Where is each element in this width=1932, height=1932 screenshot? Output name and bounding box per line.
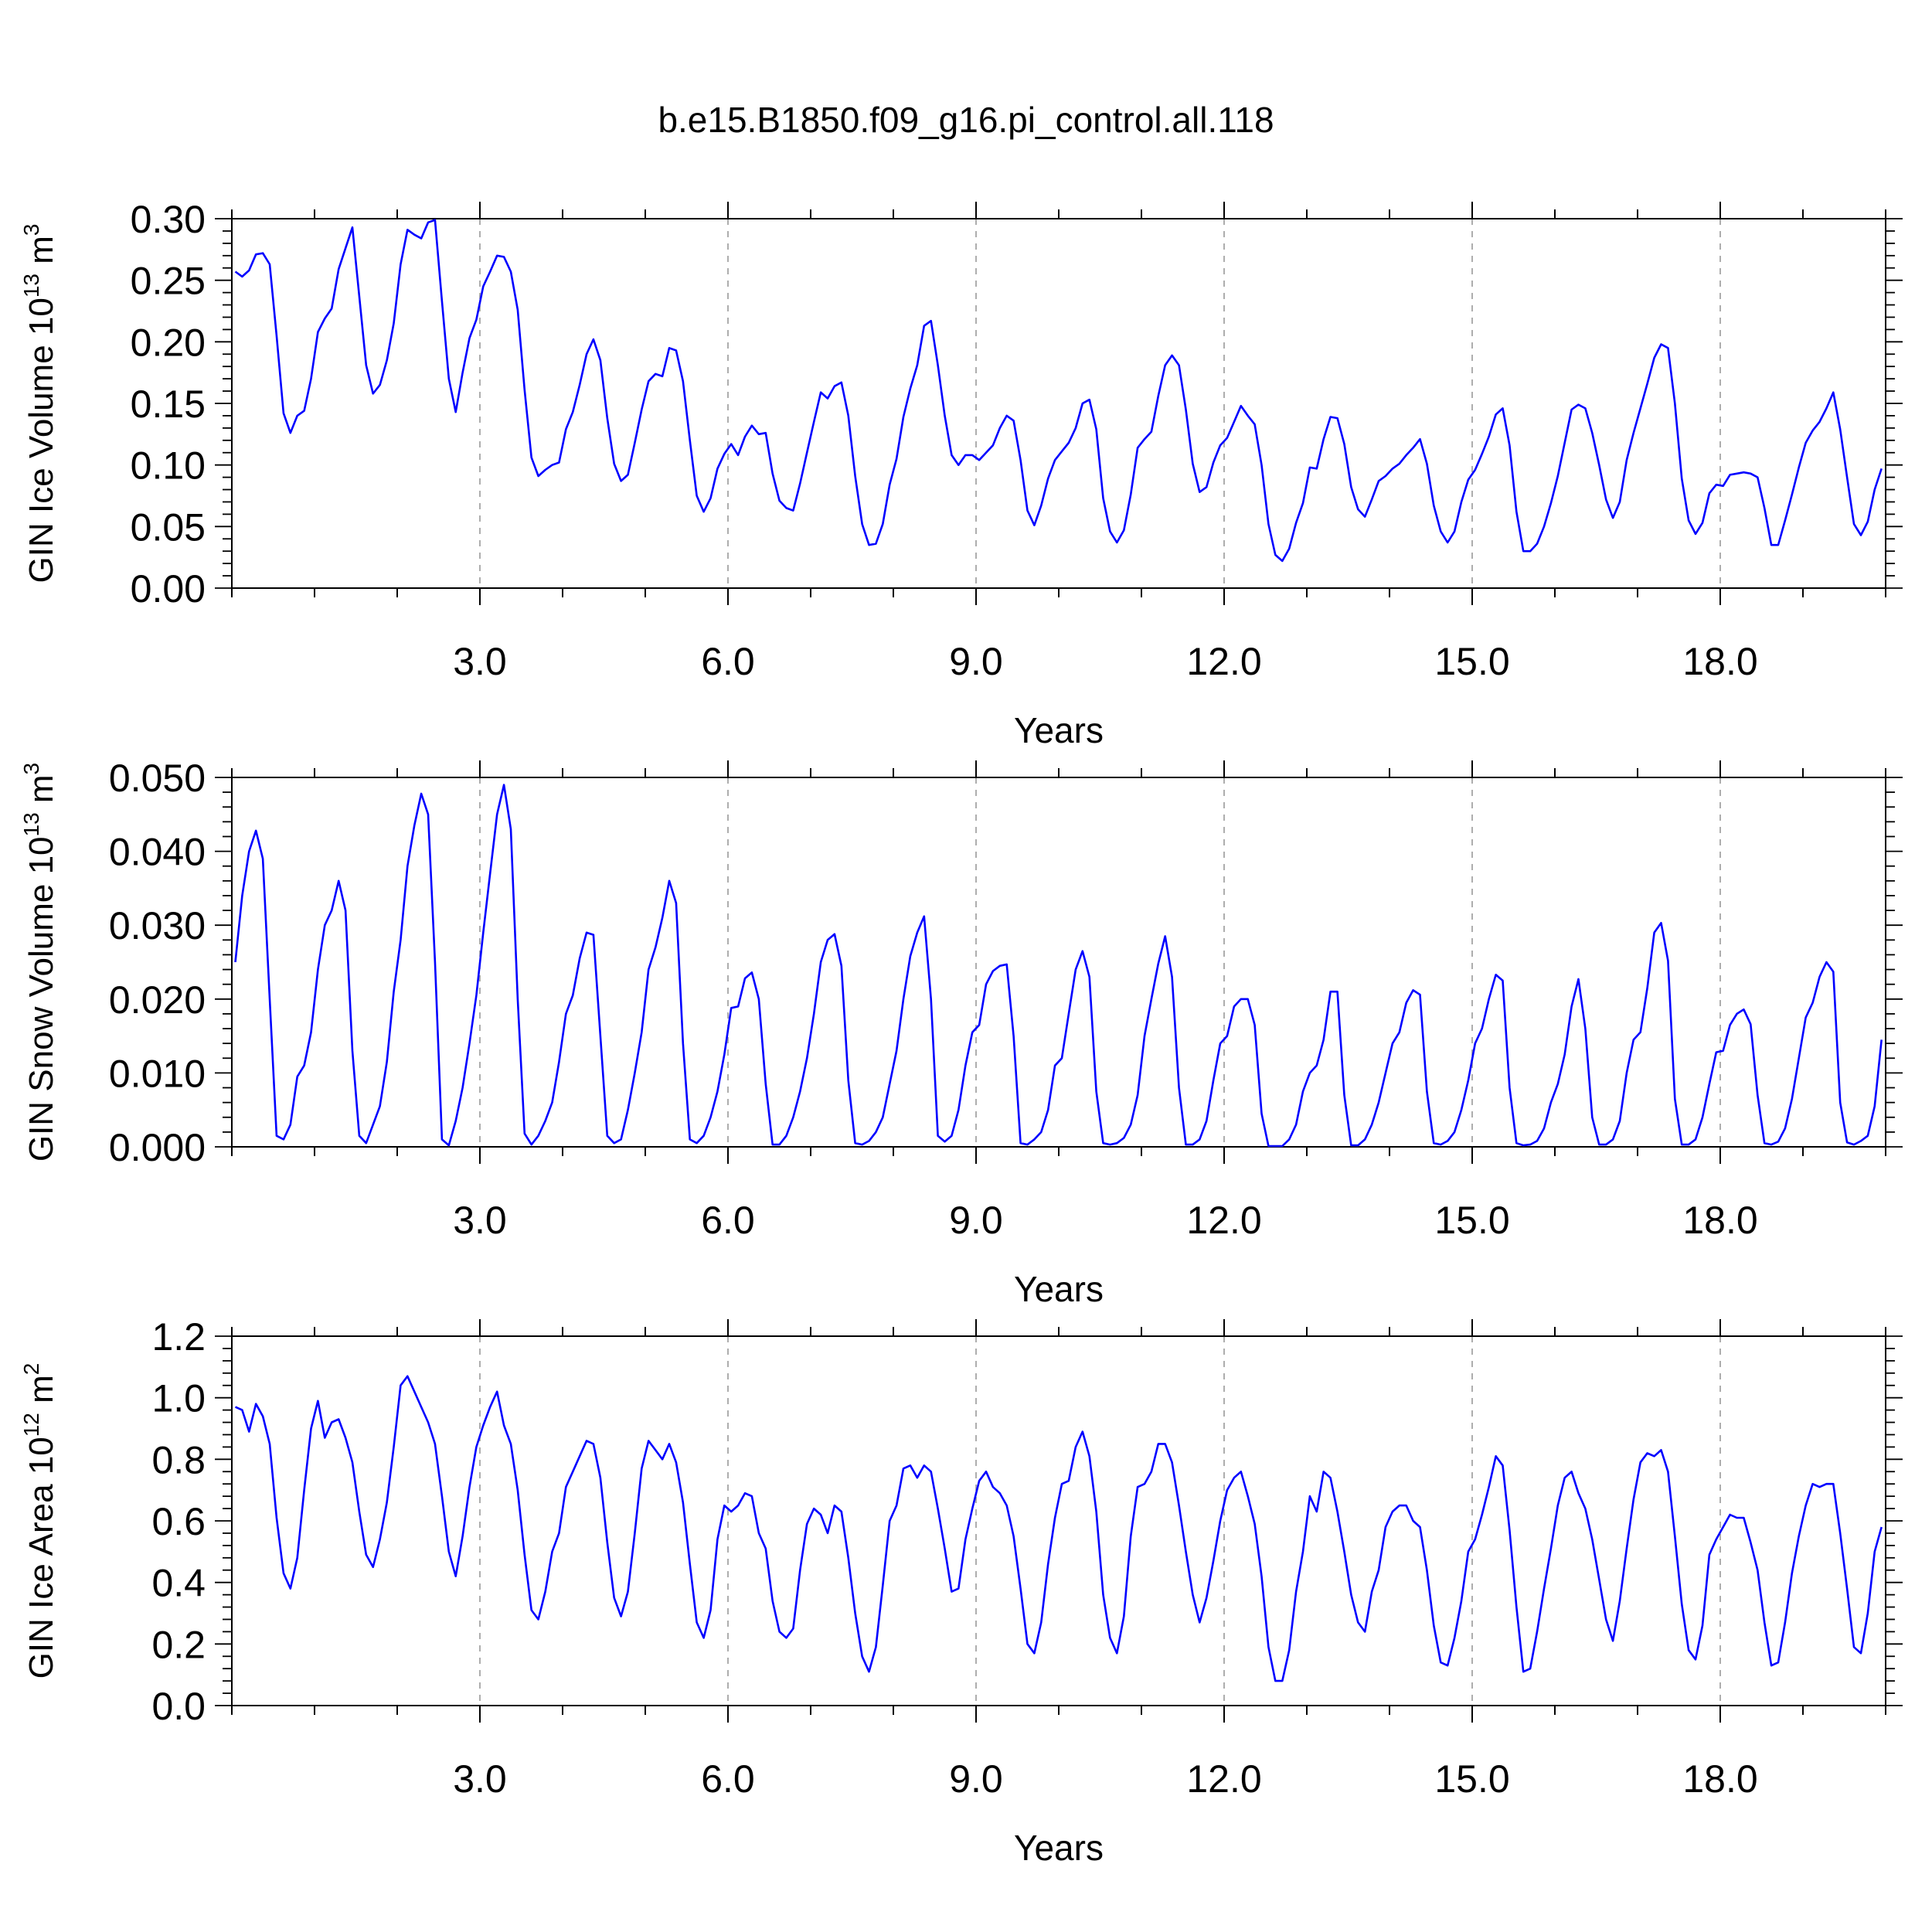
x-tick-label: 15.0 [1434,1199,1509,1242]
y-tick-label: 0.05 [131,505,206,549]
series-line [234,1375,1883,1682]
y-tick-label: 0.10 [131,444,206,488]
x-tick-label: 6.0 [701,1757,755,1801]
x-tick-label: 15.0 [1434,640,1509,683]
x-axis-label: Years [1014,710,1104,750]
x-tick-label: 12.0 [1186,640,1261,683]
x-tick-label: 6.0 [701,1199,755,1242]
x-axis-label: Years [1014,1269,1104,1309]
y-tick-label: 0.15 [131,383,206,426]
x-tick-label: 18.0 [1682,640,1757,683]
y-axis-label-superscript: 13 [19,274,43,298]
x-tick-label: 3.0 [453,640,507,683]
y-axis-label-part: m [22,236,60,274]
y-tick-label: 0.30 [131,198,206,241]
x-tick-label: 15.0 [1434,1757,1509,1801]
y-tick-label: 0.0 [151,1685,206,1728]
x-tick-label: 3.0 [453,1757,507,1801]
y-axis-label: GIN Snow Volume 1013 m3 [19,763,60,1162]
y-axis-label-superscript: 12 [19,1413,43,1437]
x-tick-label: 12.0 [1186,1757,1261,1801]
y-tick-label: 0.00 [131,567,206,611]
y-axis-label-part: GIN Ice Area 10 [22,1437,60,1679]
y-axis-label: GIN Ice Area 1012 m2 [19,1363,60,1679]
y-axis-label-superscript: 13 [19,812,43,836]
x-tick-label: 9.0 [949,640,1003,683]
y-tick-label: 0.040 [109,831,206,874]
panel-ice-area: 0.0 0.2 0.4 0.6 0.8 1.0 1.2 3.0 6.0 9.0 12.0 15.0 18… [19,1315,1903,1868]
x-tick-label: 18.0 [1682,1757,1757,1801]
x-tick-label: 9.0 [949,1757,1003,1801]
y-tick-label: 0.000 [109,1126,206,1169]
y-axis-label-part: m [22,774,60,812]
y-tick-label: 0.25 [131,260,206,303]
y-tick-label: 0.20 [131,321,206,364]
x-axis-label: Years [1014,1828,1104,1868]
y-tick-label: 0.2 [151,1623,206,1666]
y-axis-label-part: m [22,1375,60,1413]
y-tick-label: 0.8 [151,1438,206,1481]
x-tick-label: 6.0 [701,640,755,683]
y-tick-label: 1.2 [151,1315,206,1359]
y-axis-label-part: GIN Snow Volume 10 [22,836,60,1162]
y-axis-label-part: GIN Ice Volume 10 [22,298,60,583]
y-tick-label: 0.6 [151,1500,206,1543]
y-tick-label: 0.4 [151,1562,206,1605]
y-axis-label-superscript: 3 [19,763,43,775]
x-tick-label: 12.0 [1186,1199,1261,1242]
chart-title: b.e15.B1850.f09_g16.pi_control.all.118 [658,100,1274,140]
x-tick-label: 3.0 [453,1199,507,1242]
x-tick-label: 18.0 [1682,1199,1757,1242]
x-tick-label: 9.0 [949,1199,1003,1242]
y-axis-label-superscript: 3 [19,224,43,236]
y-axis-label-superscript: 2 [19,1363,43,1376]
y-tick-label: 0.010 [109,1052,206,1095]
series-line [234,784,1883,1148]
panel-snow-volume: 0.000 0.010 0.020 0.030 0.040 0.050 3.0 6.0 9.0 1… [19,757,1903,1309]
panel-ice-volume: 0.00 0.05 0.10 0.15 0.20 0.25 0.30 3.0 6.0 9.0 12.… [19,198,1903,750]
y-tick-label: 0.050 [109,757,206,800]
y-tick-label: 0.030 [109,904,206,947]
series-line [234,219,1883,563]
y-tick-label: 1.0 [151,1377,206,1420]
y-axis-label: GIN Ice Volume 1013 m3 [19,224,60,583]
y-tick-label: 0.020 [109,978,206,1022]
